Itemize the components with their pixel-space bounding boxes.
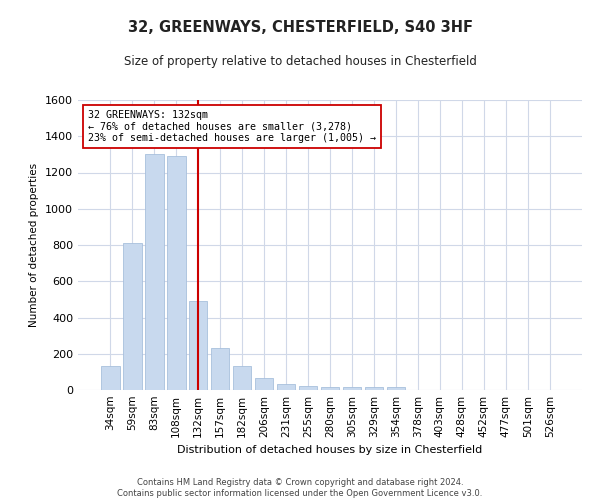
- Bar: [145, 154, 164, 390]
- Bar: [167, 156, 185, 390]
- Bar: [255, 378, 274, 390]
- Bar: [233, 366, 251, 390]
- Bar: [299, 386, 317, 390]
- X-axis label: Distribution of detached houses by size in Chesterfield: Distribution of detached houses by size …: [178, 446, 482, 456]
- Y-axis label: Number of detached properties: Number of detached properties: [29, 163, 40, 327]
- Text: 32, GREENWAYS, CHESTERFIELD, S40 3HF: 32, GREENWAYS, CHESTERFIELD, S40 3HF: [128, 20, 473, 35]
- Bar: [101, 366, 119, 390]
- Bar: [189, 301, 208, 390]
- Bar: [320, 388, 340, 390]
- Text: 32 GREENWAYS: 132sqm
← 76% of detached houses are smaller (3,278)
23% of semi-de: 32 GREENWAYS: 132sqm ← 76% of detached h…: [88, 110, 376, 144]
- Bar: [123, 243, 142, 390]
- Bar: [277, 384, 295, 390]
- Bar: [343, 388, 361, 390]
- Bar: [365, 388, 383, 390]
- Bar: [386, 388, 405, 390]
- Text: Size of property relative to detached houses in Chesterfield: Size of property relative to detached ho…: [124, 55, 476, 68]
- Text: Contains HM Land Registry data © Crown copyright and database right 2024.
Contai: Contains HM Land Registry data © Crown c…: [118, 478, 482, 498]
- Bar: [211, 348, 229, 390]
